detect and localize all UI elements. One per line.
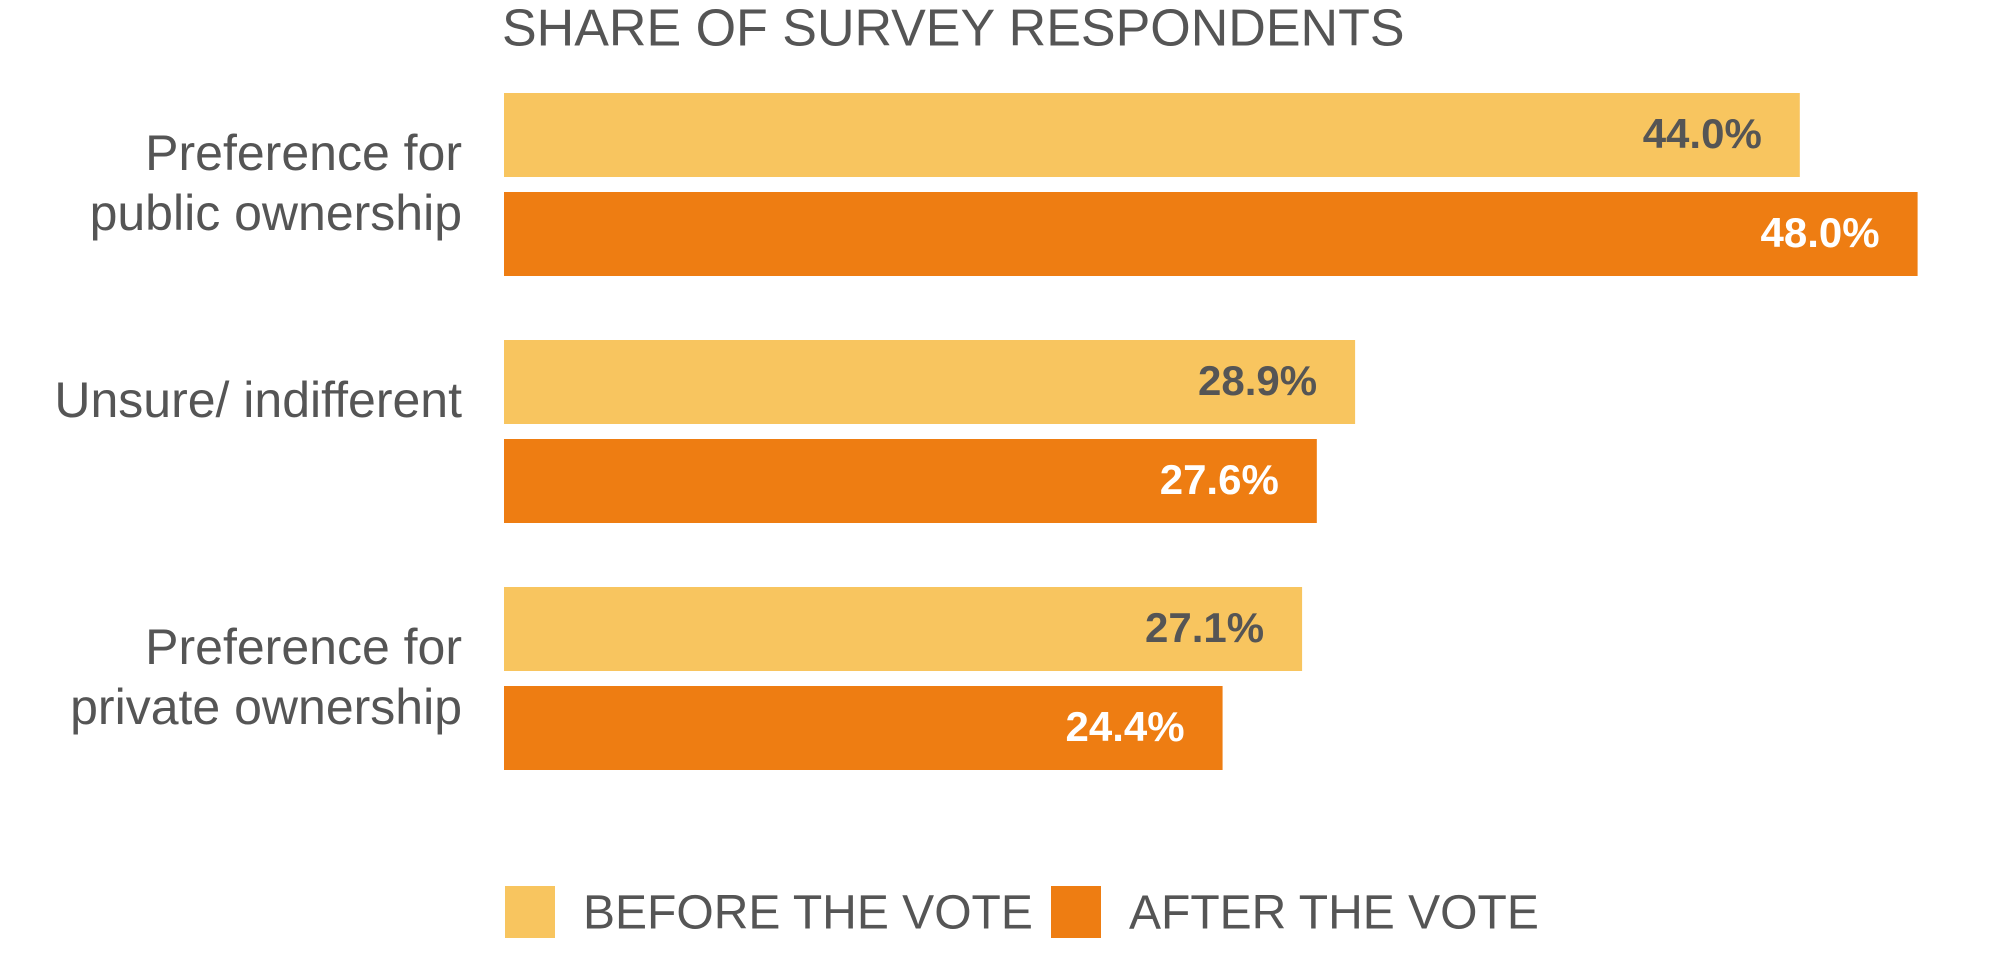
bar [504,439,1317,523]
legend-label: BEFORE THE VOTE [583,887,1033,940]
value-label: 48.0% [1761,209,1880,256]
bar [504,686,1223,770]
bar [504,340,1356,424]
bar [504,192,1918,276]
legend-swatch [1051,886,1101,938]
chart-title: SHARE OF SURVEY RESPONDENTS [502,0,1405,58]
category-label: Unsure/ indifferent [54,372,462,428]
category-label: Preference for private ownership [70,619,462,735]
value-label: 27.1% [1145,604,1264,651]
legend-swatch [505,886,555,938]
value-label: 44.0% [1643,110,1762,157]
value-label: 27.6% [1160,456,1279,503]
value-label: 24.4% [1065,703,1184,750]
bar [504,93,1800,177]
legend-label: AFTER THE VOTE [1129,887,1539,940]
category-label: Preference for public ownership [89,125,462,241]
bar [504,587,1303,671]
value-label: 28.9% [1198,357,1317,404]
